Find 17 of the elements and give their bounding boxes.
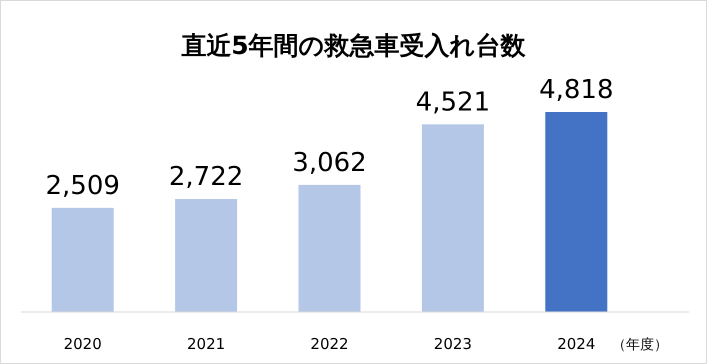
x-tick-label: 2023: [434, 335, 472, 353]
x-tick-label: 2021: [187, 335, 226, 353]
data-label: 4,818: [539, 75, 614, 105]
bar: [545, 112, 608, 312]
x-tick-label: 2020: [64, 335, 102, 353]
bar: [422, 124, 484, 312]
x-tick-label: 2024: [557, 335, 596, 353]
bar: [175, 199, 238, 312]
data-label: 2,722: [168, 162, 244, 192]
bar: [52, 208, 114, 312]
data-label: 4,521: [416, 87, 490, 118]
data-label: 2,509: [45, 170, 120, 201]
x-axis-title: （年度）: [612, 337, 668, 353]
chart-title: 直近5年間の救急車受入れ台数: [180, 31, 527, 60]
x-tick-label: 2022: [310, 335, 349, 353]
bar: [298, 184, 360, 312]
data-label: 3,062: [292, 148, 367, 178]
